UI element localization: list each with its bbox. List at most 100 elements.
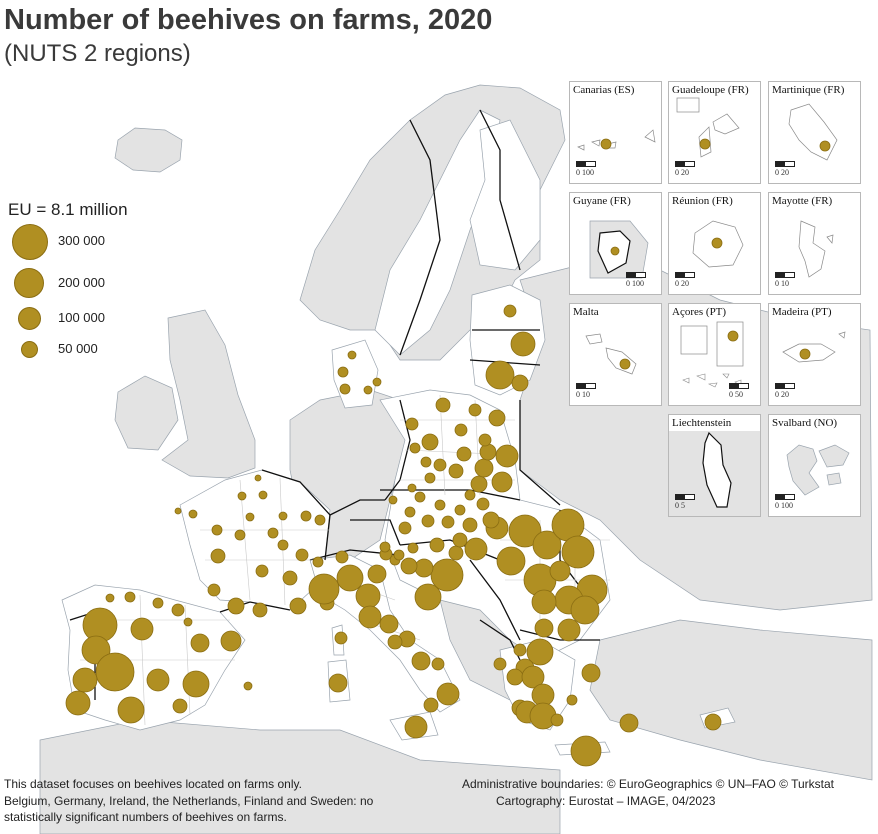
region-beehive-symbol [619, 713, 639, 733]
inset-svalbard: Svalbard (NO) 0 100 [768, 414, 861, 517]
region-beehive-symbol [174, 507, 182, 515]
region-beehive-symbol [566, 694, 578, 706]
footnote: This dataset focuses on beehives located… [4, 776, 373, 826]
region-beehive-symbol [300, 510, 312, 522]
scale-bar: 0 10 [775, 272, 795, 288]
scale-bar: 0 50 [729, 383, 749, 399]
region-beehive-symbol [404, 715, 428, 739]
region-beehive-symbol [488, 409, 506, 427]
region-beehive-symbol [295, 548, 309, 562]
region-beehive-symbol [448, 545, 464, 561]
scale-bar: 0 20 [675, 161, 695, 177]
region-beehive-symbol [245, 512, 255, 522]
region-beehive-symbol [414, 558, 434, 578]
region-beehive-symbol [258, 490, 268, 500]
region-beehive-symbol [470, 475, 488, 493]
inset-madeira: Madeira (PT) 0 20 [768, 303, 861, 406]
region-beehive-symbol [355, 583, 381, 609]
region-beehive-symbol [482, 511, 500, 529]
region-beehive-symbol [146, 668, 170, 692]
region-beehive-symbol [314, 514, 326, 526]
region-beehive-symbol [210, 548, 226, 564]
region-beehive-symbol [254, 474, 262, 482]
region-beehive-symbol [561, 535, 595, 569]
scale-bar: 0 20 [775, 383, 795, 399]
region-beehive-symbol [411, 651, 431, 671]
region-beehive-symbol [421, 433, 439, 451]
region-beehive-symbol [237, 491, 247, 501]
region-beehive-symbol [255, 564, 269, 578]
scale-bar: 0 100 [626, 272, 646, 288]
region-beehive-symbol [387, 634, 403, 650]
region-beehive-symbol [65, 690, 91, 716]
region-beehive-symbol [456, 446, 472, 462]
region-beehive-symbol [448, 463, 464, 479]
region-beehive-symbol [420, 456, 432, 468]
region-beehive-symbol [570, 735, 602, 767]
region-beehive-symbol [464, 489, 476, 501]
region-beehive-symbol [252, 602, 268, 618]
legend-symbol-100000 [18, 307, 41, 330]
region-beehive-symbol [441, 515, 455, 529]
region-beehive-symbol [220, 630, 242, 652]
region-beehive-symbol [105, 593, 115, 603]
region-beehive-symbol [431, 657, 445, 671]
region-beehive-symbol [207, 583, 221, 597]
inset-label: Malta [573, 306, 599, 318]
region-beehive-symbol [557, 618, 581, 642]
region-beehive-symbol [424, 472, 436, 484]
region-beehive-symbol [436, 682, 460, 706]
region-beehive-symbol [211, 524, 223, 536]
region-beehive-symbol [328, 673, 348, 693]
region-beehive-symbol [398, 521, 412, 535]
region-beehive-symbol [474, 458, 494, 478]
inset-mayotte: Mayotte (FR) 0 10 [768, 192, 861, 295]
region-beehive-symbol [379, 614, 399, 634]
inset-label: Canarias (ES) [573, 84, 635, 96]
region-beehive-symbol [511, 374, 529, 392]
region-beehive-symbol [581, 663, 601, 683]
region-beehive-symbol [407, 542, 419, 554]
inset-malta: Malta 0 10 [569, 303, 662, 406]
region-beehive-symbol [407, 483, 417, 493]
region-beehive-symbol [485, 360, 515, 390]
legend-symbol-50000 [21, 341, 38, 358]
region-beehive-symbol [339, 383, 351, 395]
region-beehive-symbol [508, 514, 542, 548]
region-beehive-symbol [72, 667, 98, 693]
region-beehive-symbol [152, 597, 164, 609]
region-beehive-symbol [495, 444, 519, 468]
region-beehive-symbol [400, 557, 418, 575]
inset-canarias: Canarias (ES) 0 100 [569, 81, 662, 184]
region-beehive-symbol [464, 537, 488, 561]
map-title: Number of beehives on farms, 2020 [4, 4, 493, 36]
region-beehive-symbol [289, 597, 307, 615]
region-beehive-symbol [388, 495, 398, 505]
region-beehive-symbol [468, 403, 482, 417]
region-beehive-symbol [409, 442, 421, 454]
region-beehive-symbol [526, 638, 554, 666]
region-beehive-symbol [95, 652, 135, 692]
region-beehive-symbol [532, 530, 562, 560]
region-beehive-symbol [347, 350, 357, 360]
region-beehive-symbol [190, 633, 210, 653]
region-beehive-symbol [521, 665, 545, 689]
region-beehive-symbol [454, 504, 466, 516]
inset-reunion: Réunion (FR) 0 20 [668, 192, 761, 295]
credit-line-cartography: Cartography: Eurostat – IMAGE, 04/2023 [496, 793, 716, 808]
credits: Administrative boundaries: © EuroGeograp… [462, 776, 874, 809]
inset-label: Svalbard (NO) [772, 417, 838, 429]
inset-acores: Açores (PT) 0 50 [668, 303, 761, 406]
region-beehive-symbol [117, 696, 145, 724]
footnote-line: statistically significant numbers of bee… [4, 810, 287, 824]
region-beehive-symbol [172, 698, 188, 714]
credit-line-boundaries: Administrative boundaries: © EuroGeograp… [462, 777, 835, 791]
scale-bar: 0 100 [775, 494, 795, 510]
legend-symbol-300000 [12, 224, 48, 260]
region-beehive-symbol [534, 618, 554, 638]
scale-bar: 0 20 [675, 272, 695, 288]
region-beehive-symbol [405, 417, 419, 431]
region-beehive-symbol [434, 499, 446, 511]
inset-guyane: Guyane (FR) 0 100 [569, 192, 662, 295]
region-beehive-symbol [379, 541, 391, 553]
